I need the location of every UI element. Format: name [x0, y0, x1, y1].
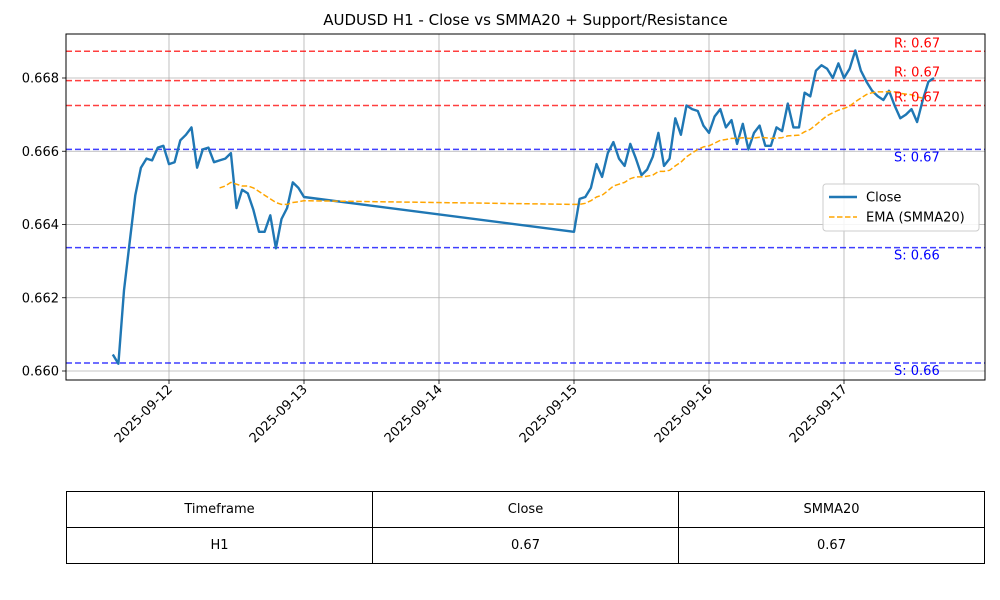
chart-title: AUDUSD H1 - Close vs SMMA20 + Support/Re…: [323, 11, 728, 29]
support-resistance-lines: [66, 50, 985, 364]
table-cell: 0.67: [372, 527, 679, 564]
summary-table: Timeframe Close SMMA20 H1 0.67 0.67: [66, 491, 985, 564]
x-tick-label: 2025-09-16: [652, 382, 716, 446]
legend-label: Close: [866, 191, 901, 206]
support-label: S: 0.66: [894, 249, 940, 264]
support-label: S: 0.67: [894, 150, 940, 165]
legend-label: EMA (SMMA20): [866, 211, 965, 226]
table-header-cell: Timeframe: [66, 491, 373, 528]
table-header-row: Timeframe Close SMMA20: [66, 491, 985, 528]
resistance-label: R: 0.67: [894, 90, 940, 105]
y-tick-label: 0.662: [22, 291, 59, 306]
y-tick-label: 0.666: [22, 145, 59, 160]
legend: Close EMA (SMMA20): [822, 183, 980, 232]
y-tick-label: 0.660: [22, 365, 59, 380]
x-tick-label: 2025-09-15: [517, 382, 581, 446]
resistance-label: R: 0.67: [894, 36, 940, 51]
support-label: S: 0.66: [894, 364, 940, 379]
x-tick-label: 2025-09-17: [787, 382, 851, 446]
table-cell: H1: [66, 527, 373, 564]
resistance-label: R: 0.67: [894, 66, 940, 81]
table-header-cell: Close: [372, 491, 679, 528]
table-row: H1 0.67 0.67: [66, 527, 985, 564]
legend-box: [822, 183, 980, 232]
table-cell: 0.67: [678, 527, 985, 564]
x-tick-label: 2025-09-12: [112, 382, 176, 446]
level-labels: R: 0.67 R: 0.67 R: 0.67 S: 0.67 S: 0.66 S: 0.…: [894, 36, 940, 379]
series-lines: [111, 49, 935, 365]
x-tick-label: 2025-09-14: [382, 382, 446, 446]
close-price-line: [111, 49, 935, 365]
table-header-cell: SMMA20: [678, 491, 985, 528]
x-tick-label: 2025-09-13: [247, 382, 311, 446]
smma20-line: [219, 90, 923, 206]
y-tick-label: 0.668: [22, 72, 59, 87]
plot-frame: [65, 33, 986, 381]
y-tick-label: 0.664: [22, 218, 59, 233]
